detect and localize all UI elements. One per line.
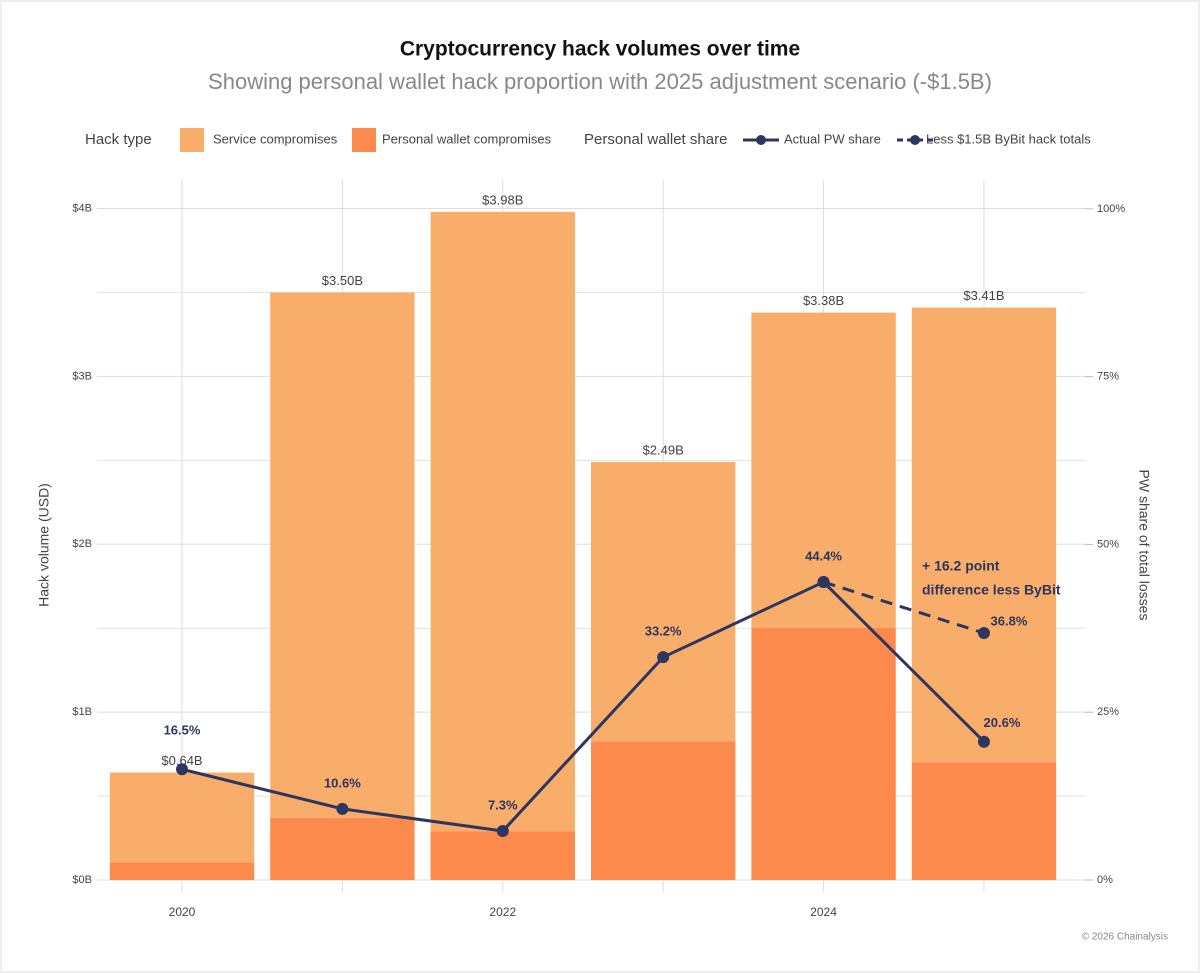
line-point [977, 735, 990, 748]
bar-segment [911, 762, 1057, 880]
data-label: 10.6% [324, 775, 361, 790]
legend-label: Personal wallet compromises [382, 131, 552, 146]
line-point [176, 763, 189, 776]
line-point [496, 825, 509, 838]
y2-tick-label: 50% [1097, 538, 1119, 550]
data-label: 36.8% [991, 613, 1028, 628]
legend-marker [910, 135, 920, 145]
chart-title: Cryptocurrency hack volumes over time [400, 38, 800, 61]
legend-label: Service compromises [213, 131, 338, 146]
data-label: 44.4% [805, 548, 842, 563]
bar-segment [911, 307, 1057, 763]
line [823, 580, 985, 635]
y2-axis-title: PW share of total losses [1136, 470, 1152, 621]
bar-segment [591, 462, 736, 742]
data-label: 33.2% [645, 624, 682, 639]
line-point [657, 651, 670, 664]
credit: © 2026 Chainalysis [1082, 932, 1168, 943]
bar-segment [109, 862, 255, 880]
bar-segment [751, 628, 896, 880]
bar-segment [751, 312, 896, 629]
legend-label: Actual PW share [784, 131, 881, 146]
y-tick-label: $4B [72, 202, 92, 214]
bar-segment [430, 831, 575, 880]
y2-tick-label: 25% [1097, 706, 1119, 718]
total-label: $3.98B [482, 192, 523, 207]
legend-label: Less $1.5B ByBit hack totals [926, 131, 1091, 146]
data-label: 20.6% [984, 715, 1021, 730]
x-tick-label: 2024 [810, 905, 837, 919]
chart-subtitle: Showing personal wallet hack proportion … [208, 69, 992, 94]
total-label: $3.38B [803, 293, 844, 308]
total-label: $2.49B [643, 442, 684, 457]
legend-swatch [352, 128, 376, 152]
y-axis-title: Hack volume (USD) [36, 483, 52, 607]
data-label: 7.3% [488, 797, 518, 812]
y-tick-label: $0B [72, 874, 92, 886]
data-label: 16.5% [164, 723, 201, 738]
y2-tick-label: 75% [1097, 371, 1119, 383]
total-label: $3.41B [963, 288, 1004, 303]
bar-segment [270, 292, 415, 818]
bar-segment [591, 741, 736, 880]
line-point [336, 802, 349, 815]
line [181, 580, 986, 833]
legend-title: Personal wallet share [584, 131, 727, 148]
total-label: $0.64B [161, 753, 202, 768]
total-label: $3.50B [322, 273, 363, 288]
legend-marker [756, 135, 766, 145]
line-point [817, 576, 830, 589]
y-tick-label: $2B [72, 538, 92, 550]
y-tick-label: $3B [72, 370, 92, 382]
x-tick-label: 2020 [169, 905, 196, 919]
line-point [977, 627, 990, 640]
y2-tick-label: 0% [1097, 874, 1113, 886]
legend-swatch [180, 128, 204, 152]
legend-title: Hack type [85, 131, 152, 148]
annotation: + 16.2 point [922, 558, 1000, 574]
y-tick-label: $1B [72, 706, 92, 718]
annotation: difference less ByBit [922, 582, 1061, 598]
bar-segment [430, 211, 575, 832]
x-tick-label: 2022 [489, 905, 516, 919]
bar-segment [270, 817, 415, 880]
y2-tick-label: 100% [1097, 203, 1125, 215]
bar-segment [109, 772, 255, 863]
